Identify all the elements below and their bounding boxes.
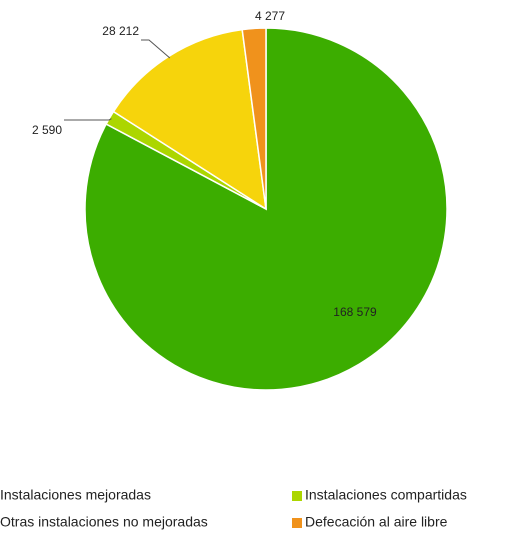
- data-label: 28 212: [102, 24, 139, 38]
- leader-line: [141, 39, 171, 59]
- legend-marker: [292, 518, 302, 528]
- leader-line: [64, 118, 112, 121]
- pie-slice: [84, 27, 448, 391]
- legend-label: Otras instalaciones no mejoradas: [0, 514, 208, 530]
- legend-label: Instalaciones mejoradas: [0, 487, 151, 503]
- data-label: 2 590: [32, 123, 62, 137]
- legend-label: Instalaciones compartidas: [305, 487, 467, 503]
- data-label: 168 579: [333, 305, 377, 319]
- pie-slice: [112, 28, 267, 211]
- legend-marker: [292, 491, 302, 501]
- legend-label: Defecación al aire libre: [305, 514, 448, 530]
- pie-slice: [241, 27, 267, 210]
- data-label: 4 277: [255, 9, 285, 23]
